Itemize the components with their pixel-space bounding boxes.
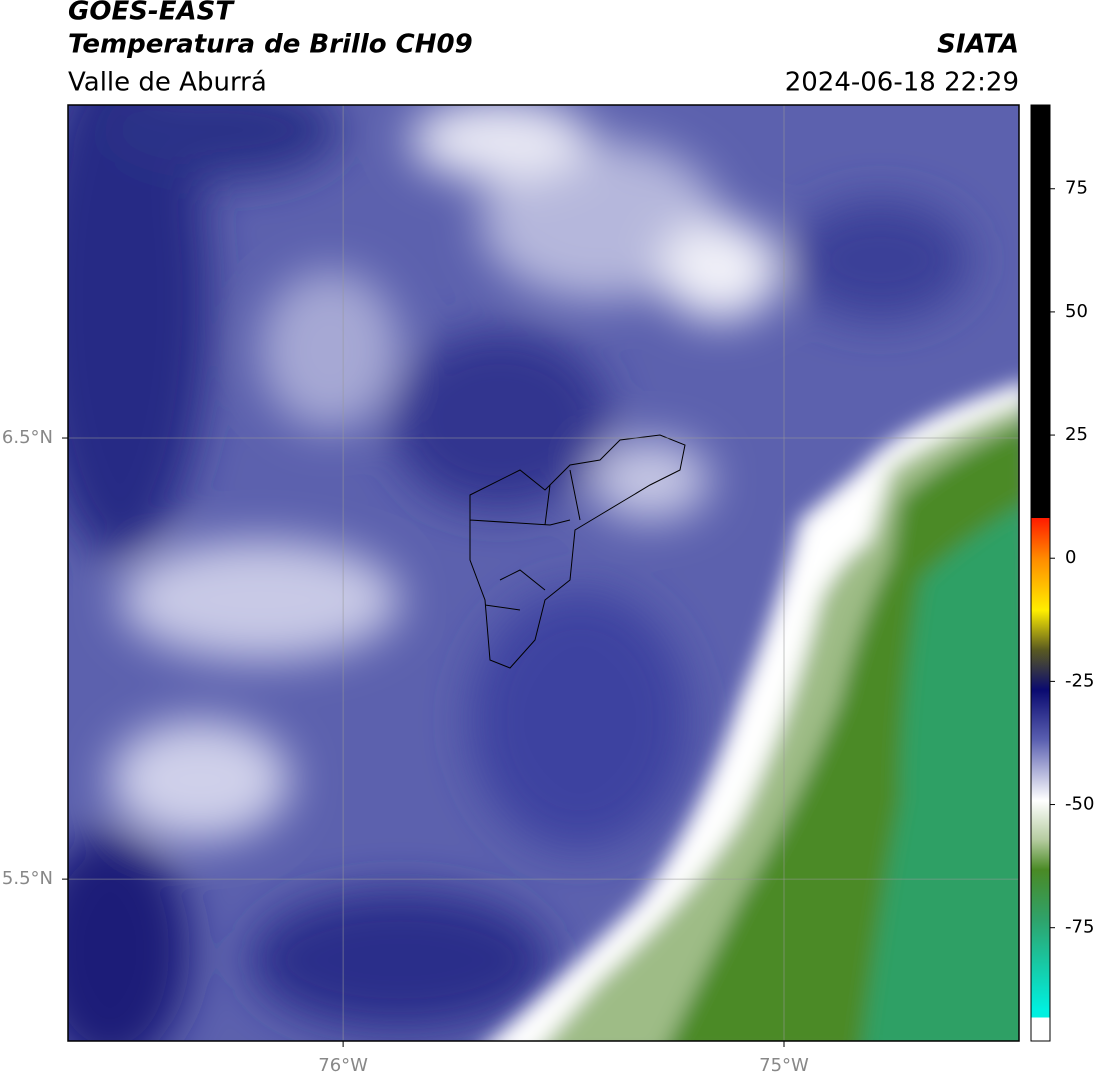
y-tick-label: 5.5°N — [2, 868, 53, 889]
x-tick-label: 75°W — [759, 1055, 809, 1076]
colorbar-tick-label: -75 — [1065, 917, 1094, 938]
colorbar-tick-label: 0 — [1065, 547, 1076, 568]
valley-outline — [469, 434, 686, 669]
colorbar-tick-label: 25 — [1065, 424, 1088, 445]
subtitle: Temperatura de Brillo CH09 — [68, 30, 473, 60]
map-field — [68, 105, 1019, 1041]
title: GOES-EAST — [68, 0, 235, 27]
datetime: 2024-06-18 22:29 — [785, 68, 1019, 98]
x-tick-label: 76°W — [318, 1055, 368, 1076]
colorbar — [1030, 104, 1051, 1042]
region: Valle de Aburrá — [68, 68, 267, 98]
colorbar-tick-label: 50 — [1065, 301, 1088, 322]
source: SIATA — [937, 30, 1019, 60]
colorbar-tick-label: 75 — [1065, 178, 1088, 199]
colorbar-tick-label: -50 — [1065, 794, 1094, 815]
map-frame — [67, 104, 1020, 1042]
y-tick-label: 6.5°N — [2, 427, 53, 448]
colorbar-tick-label: -25 — [1065, 670, 1094, 691]
